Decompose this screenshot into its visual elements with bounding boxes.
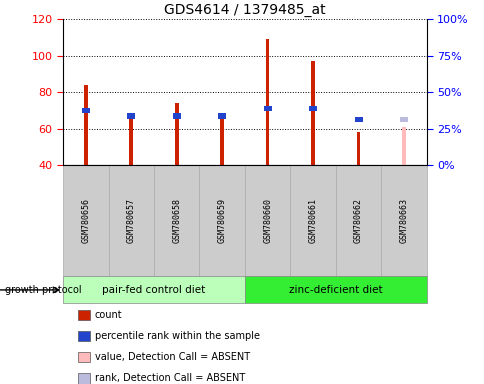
Bar	[401, 127, 405, 165]
Text: pair-fed control diet: pair-fed control diet	[102, 285, 205, 295]
Text: GSM780659: GSM780659	[217, 198, 226, 243]
Bar	[380, 165, 426, 276]
Bar	[308, 106, 317, 111]
Bar	[172, 113, 181, 119]
Text: GSM780660: GSM780660	[263, 198, 272, 243]
Bar	[220, 116, 224, 165]
Text: growth protocol: growth protocol	[5, 285, 81, 295]
Bar	[311, 61, 314, 165]
Bar	[63, 165, 108, 276]
Text: GSM780661: GSM780661	[308, 198, 317, 243]
Bar	[399, 117, 408, 122]
Text: rank, Detection Call = ABSENT: rank, Detection Call = ABSENT	[94, 373, 244, 383]
Bar	[335, 165, 380, 276]
Text: count: count	[94, 310, 122, 320]
Bar	[290, 165, 335, 276]
Bar	[63, 276, 244, 303]
Text: percentile rank within the sample: percentile rank within the sample	[94, 331, 259, 341]
Title: GDS4614 / 1379485_at: GDS4614 / 1379485_at	[164, 3, 325, 17]
Bar	[108, 165, 153, 276]
Text: GSM780658: GSM780658	[172, 198, 181, 243]
Bar	[81, 108, 90, 113]
Bar	[356, 132, 360, 165]
Bar	[354, 117, 362, 122]
Bar	[265, 39, 269, 165]
Text: value, Detection Call = ABSENT: value, Detection Call = ABSENT	[94, 352, 249, 362]
Text: GSM780657: GSM780657	[126, 198, 136, 243]
Bar	[263, 106, 271, 111]
Bar	[218, 113, 226, 119]
Text: GSM780662: GSM780662	[353, 198, 363, 243]
Bar	[244, 276, 426, 303]
Bar	[175, 103, 178, 165]
Bar	[244, 165, 290, 276]
Bar	[153, 165, 199, 276]
Bar	[127, 113, 135, 119]
Bar	[199, 165, 244, 276]
Bar	[129, 114, 133, 165]
Bar	[84, 85, 88, 165]
Text: zinc-deficient diet: zinc-deficient diet	[288, 285, 382, 295]
Text: GSM780663: GSM780663	[399, 198, 408, 243]
Text: GSM780656: GSM780656	[81, 198, 90, 243]
